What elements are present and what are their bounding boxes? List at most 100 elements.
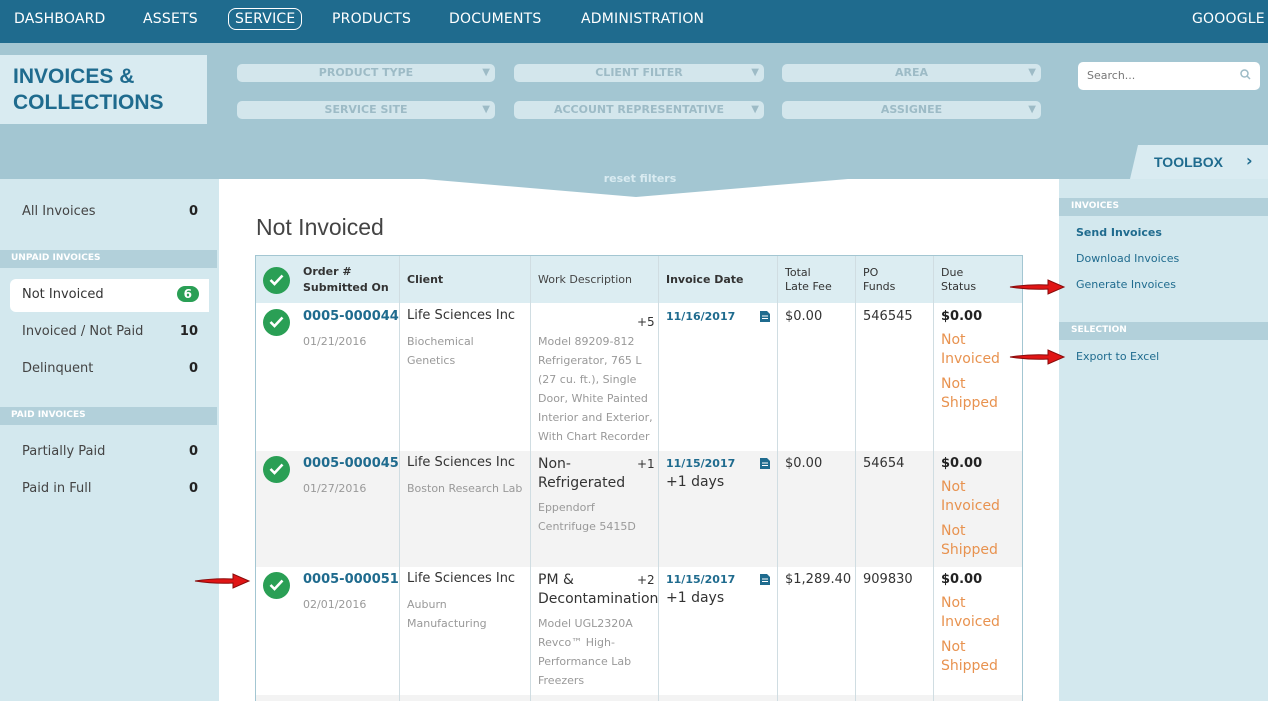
filter-area[interactable]: AREA ▼ xyxy=(782,64,1041,82)
document-icon[interactable] xyxy=(760,458,770,469)
row-select-checkbox[interactable] xyxy=(263,572,290,599)
toolbox-tab[interactable] xyxy=(1130,145,1268,179)
search-input[interactable]: Search... xyxy=(1078,62,1260,90)
invoice-date: 11/16/2017 xyxy=(666,310,736,323)
page-title-line1: INVOICES & xyxy=(13,65,135,88)
work-detail-line: Model UGL2320A xyxy=(538,617,633,630)
table-row[interactable] xyxy=(256,695,1022,701)
column-header-late-fee-line2: Late Fee xyxy=(785,280,832,293)
column-header-due-status[interactable]: Due Status xyxy=(941,266,976,294)
sidebar-item-partially-paid[interactable]: Partially Paid 0 xyxy=(0,436,219,469)
generate-invoices-link[interactable]: Generate Invoices xyxy=(1076,278,1176,291)
client-site-line: Biochemical xyxy=(407,335,474,348)
toolbox-section-invoices: INVOICES xyxy=(1059,198,1268,216)
submitted-date: 01/21/2016 xyxy=(303,335,367,348)
sidebar-item-paid-in-full[interactable]: Paid in Full 0 xyxy=(0,473,219,506)
column-divider xyxy=(399,256,400,701)
export-to-excel-link[interactable]: Export to Excel xyxy=(1076,350,1160,363)
filter-band-notch xyxy=(424,179,848,197)
client-name: Life Sciences Inc xyxy=(407,455,516,470)
document-icon[interactable] xyxy=(760,311,770,322)
column-header-client[interactable]: Client xyxy=(407,273,444,286)
work-detail-line: With Chart Recorder xyxy=(538,430,650,443)
account-menu[interactable]: GOOOGLE xyxy=(1192,11,1265,27)
chevron-right-icon[interactable]: › xyxy=(1246,151,1253,170)
late-fee: $1,289.40 xyxy=(785,572,852,587)
sidebar-item-all-invoices[interactable]: All Invoices 0 xyxy=(0,196,219,229)
column-header-late-fee-line1: Total xyxy=(785,266,811,279)
filter-client-label: CLIENT FILTER xyxy=(595,66,683,79)
more-items-count[interactable]: +2 xyxy=(637,573,655,587)
more-items-count[interactable]: +5 xyxy=(637,315,655,329)
po-funds: 54654 xyxy=(863,456,905,471)
chevron-down-icon: ▼ xyxy=(1028,104,1036,115)
chevron-down-icon: ▼ xyxy=(751,104,759,115)
sidebar-section-paid: PAID INVOICES xyxy=(0,407,217,425)
download-invoices-link[interactable]: Download Invoices xyxy=(1076,252,1180,265)
sidebar-item-label: Paid in Full xyxy=(22,481,92,496)
reset-filters-link[interactable]: reset filters xyxy=(603,172,677,185)
column-header-order[interactable]: Order # Submitted On xyxy=(303,264,389,296)
row-select-checkbox[interactable] xyxy=(263,309,290,336)
order-number-link[interactable]: 0005-000045 xyxy=(303,456,399,471)
work-description: Non- Refrigerated xyxy=(538,455,625,493)
invoice-date-offset: +1 days xyxy=(666,590,725,606)
nav-assets[interactable]: ASSETS xyxy=(143,11,198,27)
filter-assignee[interactable]: ASSIGNEE ▼ xyxy=(782,101,1041,119)
sidebar-item-invoiced-not-paid[interactable]: Invoiced / Not Paid 10 xyxy=(0,316,219,349)
document-icon[interactable] xyxy=(760,574,770,585)
nav-service[interactable]: SERVICE xyxy=(228,8,303,30)
status-line: Shipped xyxy=(941,658,998,674)
order-number-link[interactable]: 0005-000044 xyxy=(303,309,399,324)
more-items-count[interactable]: +1 xyxy=(637,457,655,471)
table-row[interactable] xyxy=(256,303,1022,451)
row-select-checkbox[interactable] xyxy=(263,456,290,483)
red-arrow-icon xyxy=(1009,279,1066,295)
work-description-detail: Model UGL2320A Revco™ High- Performance … xyxy=(538,614,633,690)
send-invoices-link[interactable]: Send Invoices xyxy=(1076,226,1162,239)
invoice-table: Order # Submitted On Client Work Descrip… xyxy=(255,255,1023,701)
column-header-order-line2: Submitted On xyxy=(303,281,389,294)
column-header-late-fee[interactable]: Total Late Fee xyxy=(785,266,832,294)
filter-product-type[interactable]: PRODUCT TYPE ▼ xyxy=(237,64,495,82)
work-detail-line: Interior and Exterior, xyxy=(538,411,653,424)
sidebar-item-count: 10 xyxy=(179,324,198,339)
po-funds: 909830 xyxy=(863,572,913,587)
nav-products[interactable]: PRODUCTS xyxy=(332,11,412,27)
sidebar-item-count: 0 xyxy=(188,481,198,496)
nav-documents[interactable]: DOCUMENTS xyxy=(449,11,542,27)
filter-service-site[interactable]: SERVICE SITE ▼ xyxy=(237,101,495,119)
column-header-work-description[interactable]: Work Description xyxy=(538,273,632,286)
po-funds: 546545 xyxy=(863,309,913,324)
filter-account-representative[interactable]: ACCOUNT REPRESENTATIVE ▼ xyxy=(514,101,764,119)
column-header-invoice-date[interactable]: Invoice Date xyxy=(666,273,744,286)
nav-administration[interactable]: ADMINISTRATION xyxy=(581,11,705,27)
late-fee: $0.00 xyxy=(785,309,823,324)
order-number-link[interactable]: 0005-000051 xyxy=(303,572,399,587)
sidebar-item-label: Not Invoiced xyxy=(22,287,104,302)
column-header-po-funds[interactable]: PO Funds xyxy=(863,266,895,294)
count-badge: 6 xyxy=(176,286,199,302)
table-row[interactable] xyxy=(256,451,1022,567)
status-line: Invoiced xyxy=(941,614,1000,630)
toolbox-label[interactable]: TOOLBOX xyxy=(1154,154,1223,170)
table-row[interactable] xyxy=(256,567,1022,695)
due-amount: $0.00 xyxy=(941,456,983,471)
work-description: PM & Decontamination xyxy=(538,571,658,609)
due-amount: $0.00 xyxy=(941,572,983,587)
sidebar-item-not-invoiced[interactable]: Not Invoiced 6 xyxy=(10,279,209,312)
client-site-line: Auburn xyxy=(407,598,447,611)
client-name: Life Sciences Inc xyxy=(407,571,516,586)
nav-dashboard[interactable]: DASHBOARD xyxy=(14,11,106,27)
check-icon xyxy=(269,463,284,475)
client-site-line: Genetics xyxy=(407,354,456,367)
chevron-down-icon: ▼ xyxy=(1028,67,1036,78)
toolbox-section-selection: SELECTION xyxy=(1059,322,1268,340)
select-all-checkbox[interactable] xyxy=(263,267,290,294)
work-description-line: Non- xyxy=(538,456,571,472)
invoice-date: 11/15/2017 xyxy=(666,573,736,586)
work-description-line: Decontamination xyxy=(538,591,659,607)
sidebar-item-delinquent[interactable]: Delinquent 0 xyxy=(0,353,219,386)
filter-client[interactable]: CLIENT FILTER ▼ xyxy=(514,64,764,82)
toolbox-panel xyxy=(1059,179,1268,701)
